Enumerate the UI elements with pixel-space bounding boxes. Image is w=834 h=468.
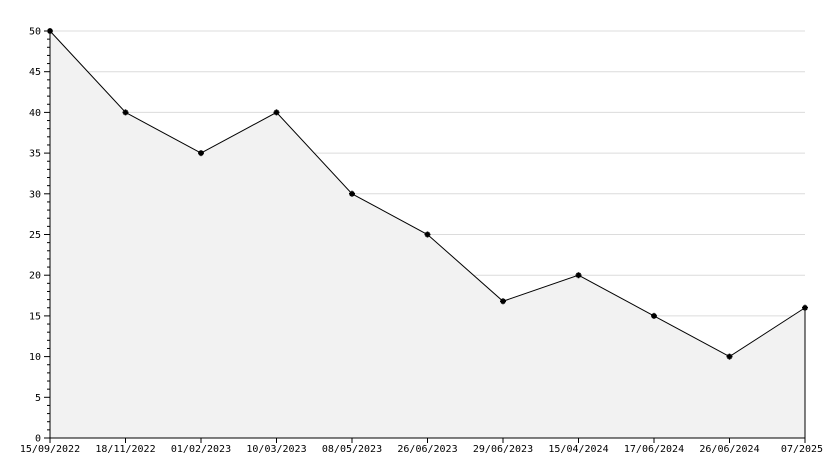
y-tick-label: 0 xyxy=(35,434,41,445)
y-tick-label: 15 xyxy=(29,311,41,322)
marker xyxy=(122,109,129,116)
x-tick-label: 08/05/2023 xyxy=(322,444,382,455)
y-tick-label: 10 xyxy=(29,352,41,363)
x-tick-label: 01/02/2023 xyxy=(171,444,231,455)
x-tick-label: 17/06/2024 xyxy=(624,444,684,455)
y-tick-label: 35 xyxy=(29,149,41,160)
marker xyxy=(500,298,506,305)
marker xyxy=(651,312,657,319)
x-tick-label: 26/06/2023 xyxy=(397,444,457,455)
y-tick-label: 30 xyxy=(29,189,41,200)
y-tick-label: 45 xyxy=(29,67,41,78)
x-tick-label: 15/09/2022 xyxy=(20,444,80,455)
marker xyxy=(575,272,582,279)
marker xyxy=(273,109,280,116)
marker xyxy=(726,353,733,360)
y-tick-label: 20 xyxy=(29,271,41,282)
marker xyxy=(47,28,53,34)
marker xyxy=(198,150,204,157)
y-tick-label: 40 xyxy=(29,108,41,119)
marker xyxy=(424,231,431,238)
x-tick-label: 10/03/2023 xyxy=(246,444,306,455)
marker xyxy=(802,304,808,311)
y-tick-label: 25 xyxy=(29,230,41,241)
x-tick-label: 29/06/2023 xyxy=(473,444,533,455)
x-tick-label: 15/04/2024 xyxy=(548,444,608,455)
x-tick-label: 07/2025 xyxy=(781,444,823,455)
x-tick-label: 26/06/2024 xyxy=(699,444,759,455)
x-tick-label: 18/11/2022 xyxy=(95,444,155,455)
y-tick-label: 5 xyxy=(35,393,41,404)
marker xyxy=(349,190,355,197)
y-tick-label: 50 xyxy=(29,27,41,38)
